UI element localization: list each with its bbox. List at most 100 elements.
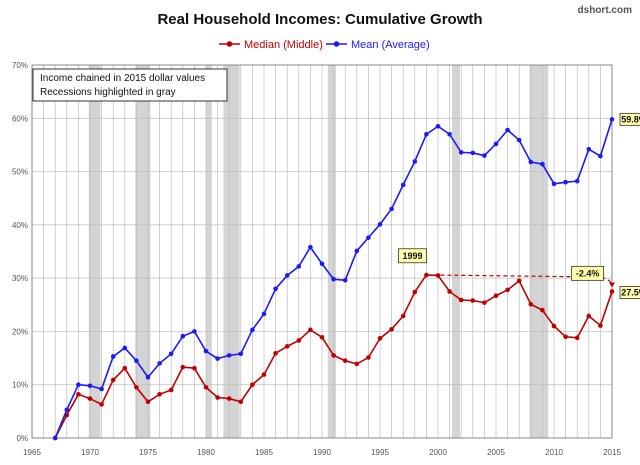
mean-point bbox=[273, 286, 278, 292]
median-point bbox=[563, 334, 568, 340]
median-point bbox=[122, 365, 128, 371]
mean-point bbox=[598, 153, 603, 159]
mean-point bbox=[145, 374, 151, 380]
median-point bbox=[110, 377, 116, 383]
median-point bbox=[308, 327, 313, 333]
y-tick-label: 70% bbox=[12, 61, 28, 70]
mean-point bbox=[319, 261, 325, 267]
year-1999-label: 1999 bbox=[402, 251, 422, 261]
legend-median-marker bbox=[226, 41, 233, 47]
mean-end-value-label: 59.8% bbox=[621, 115, 640, 125]
median-point bbox=[203, 385, 209, 390]
median-point bbox=[377, 336, 383, 341]
x-tick-label: 2005 bbox=[487, 448, 505, 457]
median-point bbox=[331, 353, 336, 358]
mean-point bbox=[540, 161, 545, 167]
mean-point bbox=[192, 329, 197, 334]
legend-mean-marker bbox=[333, 41, 340, 47]
mean-point bbox=[261, 311, 267, 317]
y-tick-label: 20% bbox=[12, 327, 28, 336]
median-point bbox=[574, 335, 580, 341]
mean-point bbox=[331, 276, 336, 282]
y-tick-label: 30% bbox=[12, 274, 28, 283]
callouts: 1999 -2.4% 59.8% 27.5% bbox=[398, 112, 640, 299]
median-end-value-label: 27.5% bbox=[621, 288, 640, 298]
mean-point bbox=[412, 159, 418, 164]
median-point bbox=[354, 361, 360, 367]
mean-point bbox=[424, 131, 429, 137]
x-tick-label: 2000 bbox=[429, 448, 447, 457]
median-point bbox=[470, 298, 476, 303]
mean-point bbox=[400, 182, 406, 188]
y-tick-label: 50% bbox=[12, 168, 28, 177]
median-point bbox=[482, 300, 487, 305]
x-tick-label: 1990 bbox=[313, 448, 331, 457]
mean-point bbox=[238, 351, 244, 357]
median-point bbox=[389, 326, 394, 332]
x-tick-label: 1980 bbox=[197, 448, 215, 457]
median-point bbox=[284, 344, 290, 349]
mean-point bbox=[586, 146, 592, 152]
mean-point bbox=[203, 348, 209, 354]
median-point bbox=[226, 396, 232, 401]
median-point bbox=[551, 323, 557, 329]
mean-point bbox=[64, 407, 70, 413]
median-point bbox=[134, 385, 139, 390]
x-tick-label: 2015 bbox=[603, 448, 621, 457]
mean-point bbox=[296, 264, 302, 269]
x-tick-label: 1965 bbox=[23, 448, 41, 457]
mean-point bbox=[563, 179, 568, 185]
mean-point bbox=[435, 123, 441, 129]
median-point bbox=[412, 289, 418, 295]
median-point bbox=[145, 399, 151, 405]
median-point bbox=[516, 278, 522, 284]
mean-point bbox=[284, 273, 290, 278]
mean-point bbox=[458, 150, 464, 155]
recession-bands bbox=[88, 65, 549, 438]
recession-band bbox=[206, 65, 212, 438]
median-point bbox=[215, 395, 220, 400]
mean-point bbox=[110, 354, 116, 359]
x-tick-label: 1975 bbox=[139, 448, 157, 457]
x-tick-label: 1995 bbox=[371, 448, 389, 457]
mean-point bbox=[505, 127, 510, 133]
x-tick-label: 1970 bbox=[81, 448, 99, 457]
mean-point bbox=[389, 206, 394, 212]
median-point bbox=[76, 392, 81, 397]
series-layer bbox=[52, 117, 615, 441]
mean-point bbox=[168, 351, 174, 357]
median-point bbox=[458, 297, 464, 303]
median-point bbox=[319, 334, 325, 340]
mean-point bbox=[377, 222, 383, 227]
median-point bbox=[598, 323, 603, 328]
mean-point bbox=[226, 353, 232, 358]
decline-percent-label-box bbox=[571, 265, 605, 281]
mean-point bbox=[308, 244, 313, 250]
decline-percent-label: -2.4% bbox=[576, 269, 600, 279]
y-tick-label: 0% bbox=[16, 434, 28, 443]
median-point bbox=[238, 399, 244, 405]
median-point bbox=[192, 365, 197, 371]
mean-point bbox=[99, 386, 104, 392]
median-point bbox=[99, 402, 104, 407]
mean-point bbox=[52, 435, 58, 441]
median-end-value-label-box bbox=[619, 286, 640, 299]
median-point bbox=[342, 358, 348, 364]
notes-box: Income chained in 2015 dollar values Rec… bbox=[32, 68, 228, 102]
recession-band bbox=[135, 65, 151, 438]
year-1999-label-box bbox=[398, 248, 427, 264]
watermark: dshort.com bbox=[578, 5, 633, 16]
mean-point bbox=[482, 153, 487, 158]
mean-point bbox=[470, 150, 476, 156]
mean-point bbox=[157, 361, 162, 366]
median-point bbox=[168, 387, 174, 393]
recession-band bbox=[223, 65, 240, 438]
recession-band bbox=[327, 65, 336, 438]
mean-point bbox=[215, 356, 220, 361]
mean-point bbox=[180, 333, 186, 339]
median-point bbox=[261, 372, 267, 377]
mean-point bbox=[516, 137, 522, 143]
y-tick-label: 60% bbox=[12, 114, 28, 123]
y-tick-label: 40% bbox=[12, 221, 28, 230]
